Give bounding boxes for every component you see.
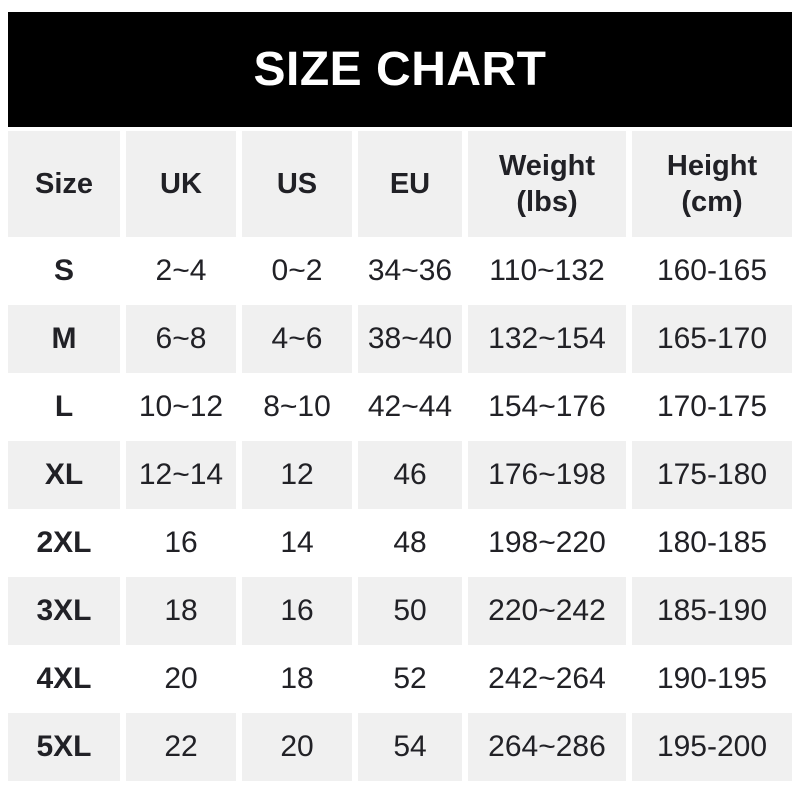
cell-size: 3XL (8, 577, 120, 645)
table-header-row: Size UK US EU Weight (lbs) Height (cm) (8, 131, 792, 237)
cell-height: 180-185 (656, 526, 768, 559)
cell-eu: 54 (358, 713, 462, 781)
column-header-size: Size (8, 131, 120, 237)
cell-us: 18 (280, 662, 314, 695)
cell-size: S (53, 254, 74, 287)
cell-uk: 18 (126, 577, 236, 645)
column-header-uk: UK (126, 131, 236, 237)
table-row: 2XL 16 14 48 198~220 180-185 (8, 509, 792, 577)
cell-eu: 42~44 (367, 390, 453, 423)
cell-us: 8~10 (263, 390, 331, 423)
cell-height: 160-165 (656, 254, 768, 287)
cell-weight: 264~286 (468, 713, 626, 781)
cell-weight: 198~220 (488, 526, 606, 559)
cell-weight: 220~242 (468, 577, 626, 645)
cell-eu: 34~36 (367, 254, 453, 287)
table-row: M 6~8 4~6 38~40 132~154 165-170 (8, 305, 792, 373)
cell-us: 0~2 (271, 254, 323, 287)
cell-height: 165-170 (632, 305, 792, 373)
cell-uk: 12~14 (126, 441, 236, 509)
cell-size: L (54, 390, 74, 423)
cell-height: 170-175 (656, 390, 768, 423)
cell-size: 5XL (8, 713, 120, 781)
cell-weight: 132~154 (468, 305, 626, 373)
cell-height: 195-200 (632, 713, 792, 781)
cell-us: 16 (242, 577, 352, 645)
cell-height: 185-190 (632, 577, 792, 645)
column-header-height: Height (cm) (632, 131, 792, 237)
cell-weight: 242~264 (488, 662, 606, 695)
cell-uk: 16 (164, 526, 198, 559)
cell-uk: 6~8 (126, 305, 236, 373)
cell-height: 175-180 (632, 441, 792, 509)
column-header-weight: Weight (lbs) (468, 131, 626, 237)
cell-weight: 154~176 (488, 390, 606, 423)
cell-us: 12 (242, 441, 352, 509)
table-row: 5XL 22 20 54 264~286 195-200 (8, 713, 792, 781)
table-row: XL 12~14 12 46 176~198 175-180 (8, 441, 792, 509)
cell-size: XL (8, 441, 120, 509)
cell-us: 4~6 (242, 305, 352, 373)
cell-height: 190-195 (656, 662, 768, 695)
column-header-eu: EU (358, 131, 462, 237)
cell-eu: 38~40 (358, 305, 462, 373)
cell-uk: 20 (164, 662, 198, 695)
cell-eu: 52 (393, 662, 427, 695)
column-header-us: US (242, 131, 352, 237)
table-row: 4XL 20 18 52 242~264 190-195 (8, 645, 792, 713)
cell-size: M (8, 305, 120, 373)
size-chart-page: SIZE CHART Size UK US EU Weight (lbs) He… (8, 0, 792, 781)
cell-eu: 50 (358, 577, 462, 645)
cell-size: 2XL (36, 526, 92, 559)
table-row: L 10~12 8~10 42~44 154~176 170-175 (8, 373, 792, 441)
cell-weight: 110~132 (489, 254, 605, 287)
table-row: 3XL 18 16 50 220~242 185-190 (8, 577, 792, 645)
cell-uk: 22 (126, 713, 236, 781)
cell-size: 4XL (36, 662, 92, 695)
cell-eu: 46 (358, 441, 462, 509)
cell-uk: 10~12 (138, 390, 224, 423)
page-title: SIZE CHART (253, 43, 547, 96)
cell-weight: 176~198 (468, 441, 626, 509)
cell-us: 14 (280, 526, 314, 559)
cell-us: 20 (242, 713, 352, 781)
cell-uk: 2~4 (155, 254, 207, 287)
banner: SIZE CHART (8, 12, 792, 127)
size-table: Size UK US EU Weight (lbs) Height (cm) S… (8, 131, 792, 781)
table-row: S 2~4 0~2 34~36 110~132 160-165 (8, 237, 792, 305)
cell-eu: 48 (393, 526, 427, 559)
